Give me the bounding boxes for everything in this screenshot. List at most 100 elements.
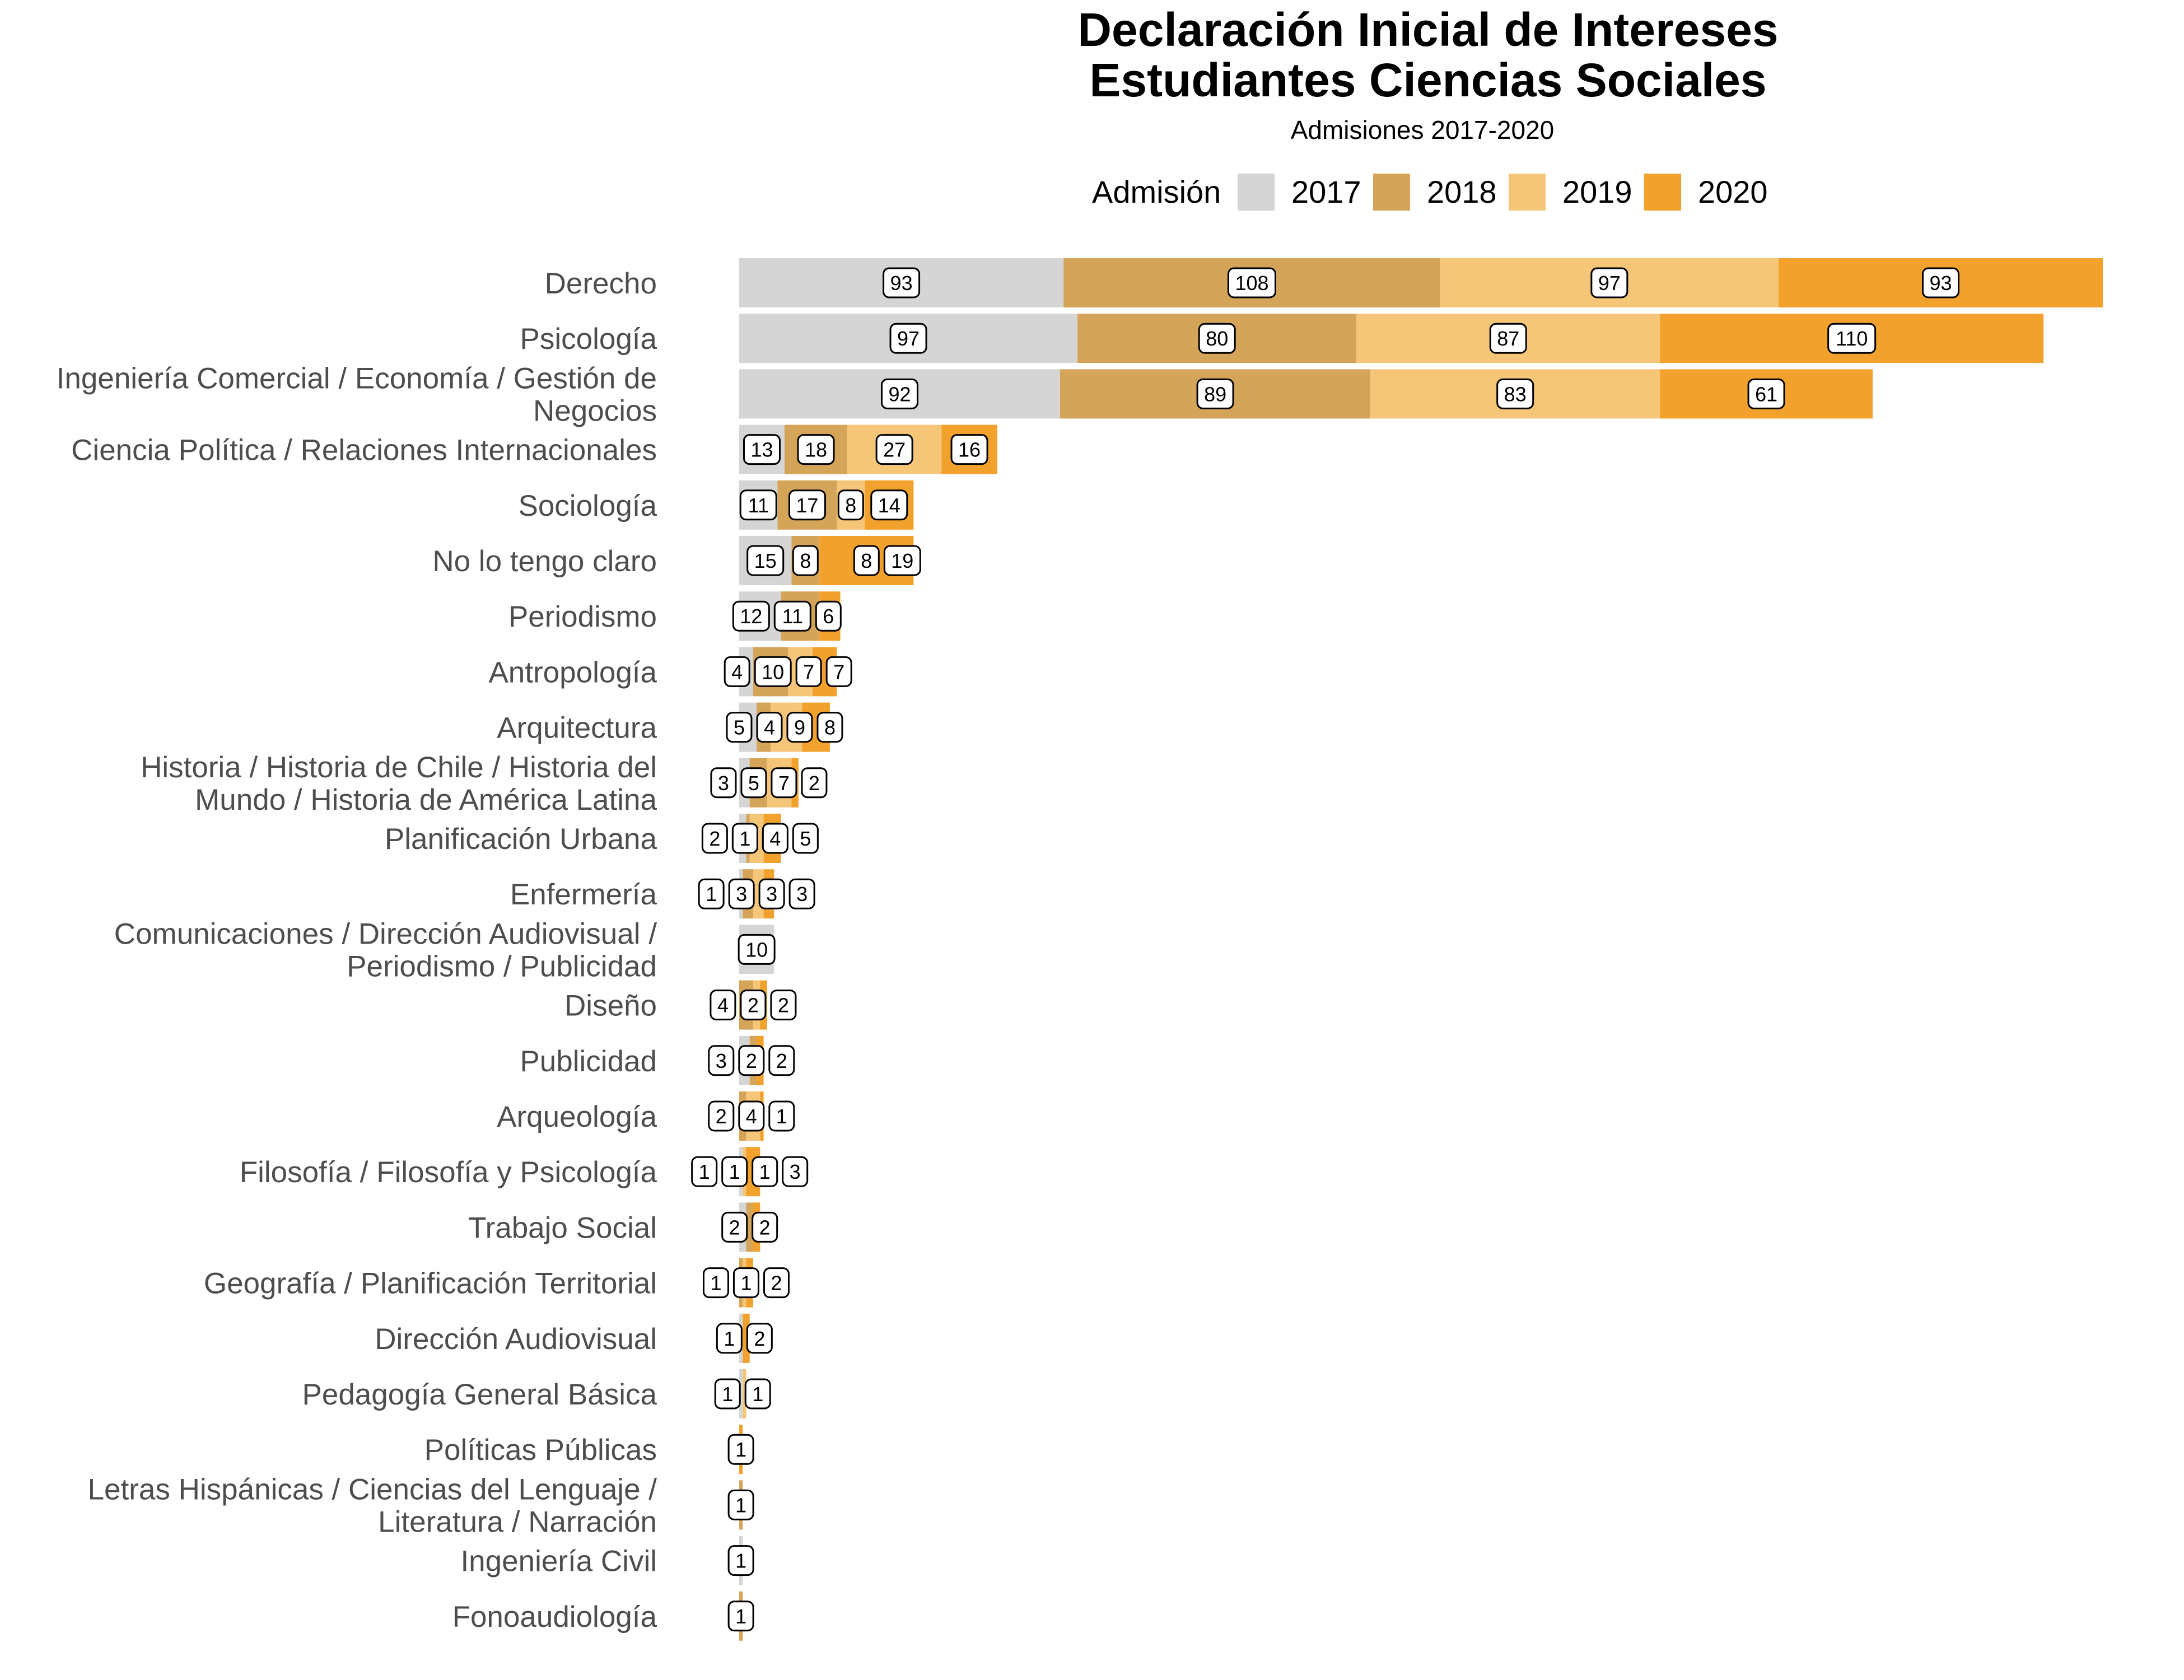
data-label-20-1: 1 (752, 1383, 763, 1406)
category-label-5: No lo tengo claro (432, 545, 657, 578)
chart-title-line-2: Estudiantes Ciencias Sociales (1089, 54, 1766, 106)
data-label-box-3-2 (875, 434, 913, 465)
data-label-box-0-3 (1921, 267, 1959, 298)
data-label-box-13-0 (710, 990, 736, 1021)
data-label-box-9-1 (740, 767, 767, 799)
data-label-box-2-3 (1747, 378, 1785, 409)
data-label-box-16-0 (691, 1156, 718, 1187)
data-label-box-14-0 (708, 1045, 735, 1076)
data-label-box-4-0 (739, 489, 777, 521)
data-label-box-0-2 (1590, 267, 1628, 298)
data-label-box-4-3 (870, 489, 908, 521)
data-label-box-23-0 (727, 1545, 754, 1576)
chart-title-line-1: Declaración Inicial de Intereses (1077, 3, 1778, 56)
data-label-7-0: 4 (731, 660, 743, 683)
data-label-2-0: 92 (888, 382, 911, 405)
data-label-6-0: 12 (740, 605, 762, 628)
category-label-16: Filosofía / Filosofía y Psicología (240, 1156, 657, 1189)
data-label-box-1-2 (1489, 323, 1527, 354)
data-label-7-3: 7 (833, 660, 844, 683)
data-label-9-3: 2 (809, 772, 820, 795)
data-label-11-2: 3 (766, 883, 777, 906)
category-label-18: Geografía / Planificación Territorial (204, 1267, 657, 1300)
data-label-box-17-0 (721, 1211, 748, 1243)
data-label-1-0: 97 (897, 327, 920, 350)
legend-key-2019 (1509, 174, 1546, 211)
data-label-21-0: 1 (735, 1438, 746, 1461)
data-label-17-1: 2 (759, 1216, 771, 1239)
data-label-11-1: 3 (736, 883, 747, 906)
data-label-box-19-1 (746, 1323, 773, 1354)
data-label-box-5-0 (746, 545, 785, 576)
data-label-5-0: 15 (754, 549, 777, 572)
category-label-1: Psicología (520, 323, 657, 356)
data-label-4-1: 17 (796, 494, 818, 517)
data-label-box-24-0 (727, 1600, 754, 1632)
data-label-3-0: 13 (750, 438, 773, 461)
data-label-box-9-0 (710, 767, 737, 799)
data-label-box-22-0 (727, 1489, 754, 1520)
data-label-box-11-1 (728, 878, 755, 909)
data-label-8-1: 4 (764, 716, 775, 739)
data-label-18-2: 2 (771, 1272, 782, 1295)
data-label-22-0: 1 (735, 1494, 746, 1516)
data-label-4-0: 11 (748, 494, 769, 517)
data-label-box-8-0 (726, 712, 753, 743)
data-label-box-14-1 (738, 1045, 765, 1076)
category-label-17: Trabajo Social (468, 1211, 657, 1244)
data-label-1-2: 87 (1497, 327, 1519, 350)
data-label-11-0: 1 (706, 883, 717, 906)
data-label-box-4-1 (788, 489, 826, 521)
data-label-14-1: 2 (746, 1049, 757, 1072)
data-label-box-10-3 (792, 823, 819, 854)
data-label-box-5-1 (792, 545, 819, 576)
data-label-box-1-0 (889, 323, 927, 354)
category-label-13: Diseño (564, 990, 657, 1023)
data-label-15-0: 2 (716, 1105, 727, 1128)
data-label-box-8-3 (816, 712, 843, 743)
data-label-18-1: 1 (740, 1272, 752, 1295)
data-label-5-3: 19 (891, 549, 913, 572)
data-label-8-0: 5 (734, 716, 745, 739)
category-label-4: Sociología (518, 489, 657, 522)
data-label-3-1: 18 (805, 438, 827, 461)
data-label-box-13-2 (770, 990, 797, 1021)
category-label-22-line-2: Literatura / Narración (378, 1505, 657, 1538)
category-label-10: Planificación Urbana (385, 823, 657, 856)
data-label-15-2: 1 (776, 1105, 787, 1128)
category-labels: Derecho Psicología Ingeniería Comercial / … (57, 267, 657, 1634)
data-label-9-1: 5 (748, 772, 759, 795)
data-label-box-5-3 (883, 545, 921, 576)
data-label-0-1: 108 (1235, 272, 1268, 295)
data-label-box-16-3 (782, 1156, 809, 1187)
data-label-5-1: 8 (800, 549, 811, 572)
category-label-23: Ingeniería Civil (460, 1545, 657, 1578)
data-label-box-3-1 (797, 434, 835, 465)
data-label-box-18-0 (702, 1267, 729, 1299)
data-label-10-1: 1 (739, 827, 750, 850)
bar-20-2019 (743, 1369, 746, 1418)
category-label-6: Periodismo (508, 600, 657, 633)
category-label-12-line-2: Periodismo / Publicidad (347, 950, 657, 983)
data-label-2-3: 61 (1755, 382, 1777, 405)
data-label-12-0: 10 (745, 938, 768, 961)
data-label-10-2: 4 (769, 827, 781, 850)
data-label-6-1: 11 (782, 605, 803, 628)
data-label-16-0: 1 (699, 1160, 710, 1183)
legend-label-2017: 2017 (1291, 174, 1361, 209)
category-label-22-line-1: Letras Hispánicas / Ciencias del Lenguaj… (88, 1473, 657, 1506)
data-label-box-7-2 (795, 656, 822, 687)
category-label-0: Derecho (545, 267, 657, 300)
legend-key-2020 (1644, 174, 1681, 211)
data-label-box-11-3 (788, 878, 815, 909)
data-label-16-2: 1 (759, 1160, 771, 1183)
data-label-box-5-2 (853, 545, 880, 576)
category-label-2-line-1: Ingeniería Comercial / Economía / Gestió… (57, 362, 657, 395)
legend: Admisión 2017 2018 2019 2020 (1092, 174, 1768, 211)
data-label-19-1: 2 (754, 1327, 765, 1350)
data-label-1-3: 110 (1836, 327, 1868, 350)
data-label-20-0: 1 (722, 1383, 733, 1406)
data-label-14-0: 3 (716, 1049, 727, 1072)
data-label-13-2: 2 (778, 994, 789, 1017)
data-label-17-0: 2 (729, 1216, 740, 1239)
